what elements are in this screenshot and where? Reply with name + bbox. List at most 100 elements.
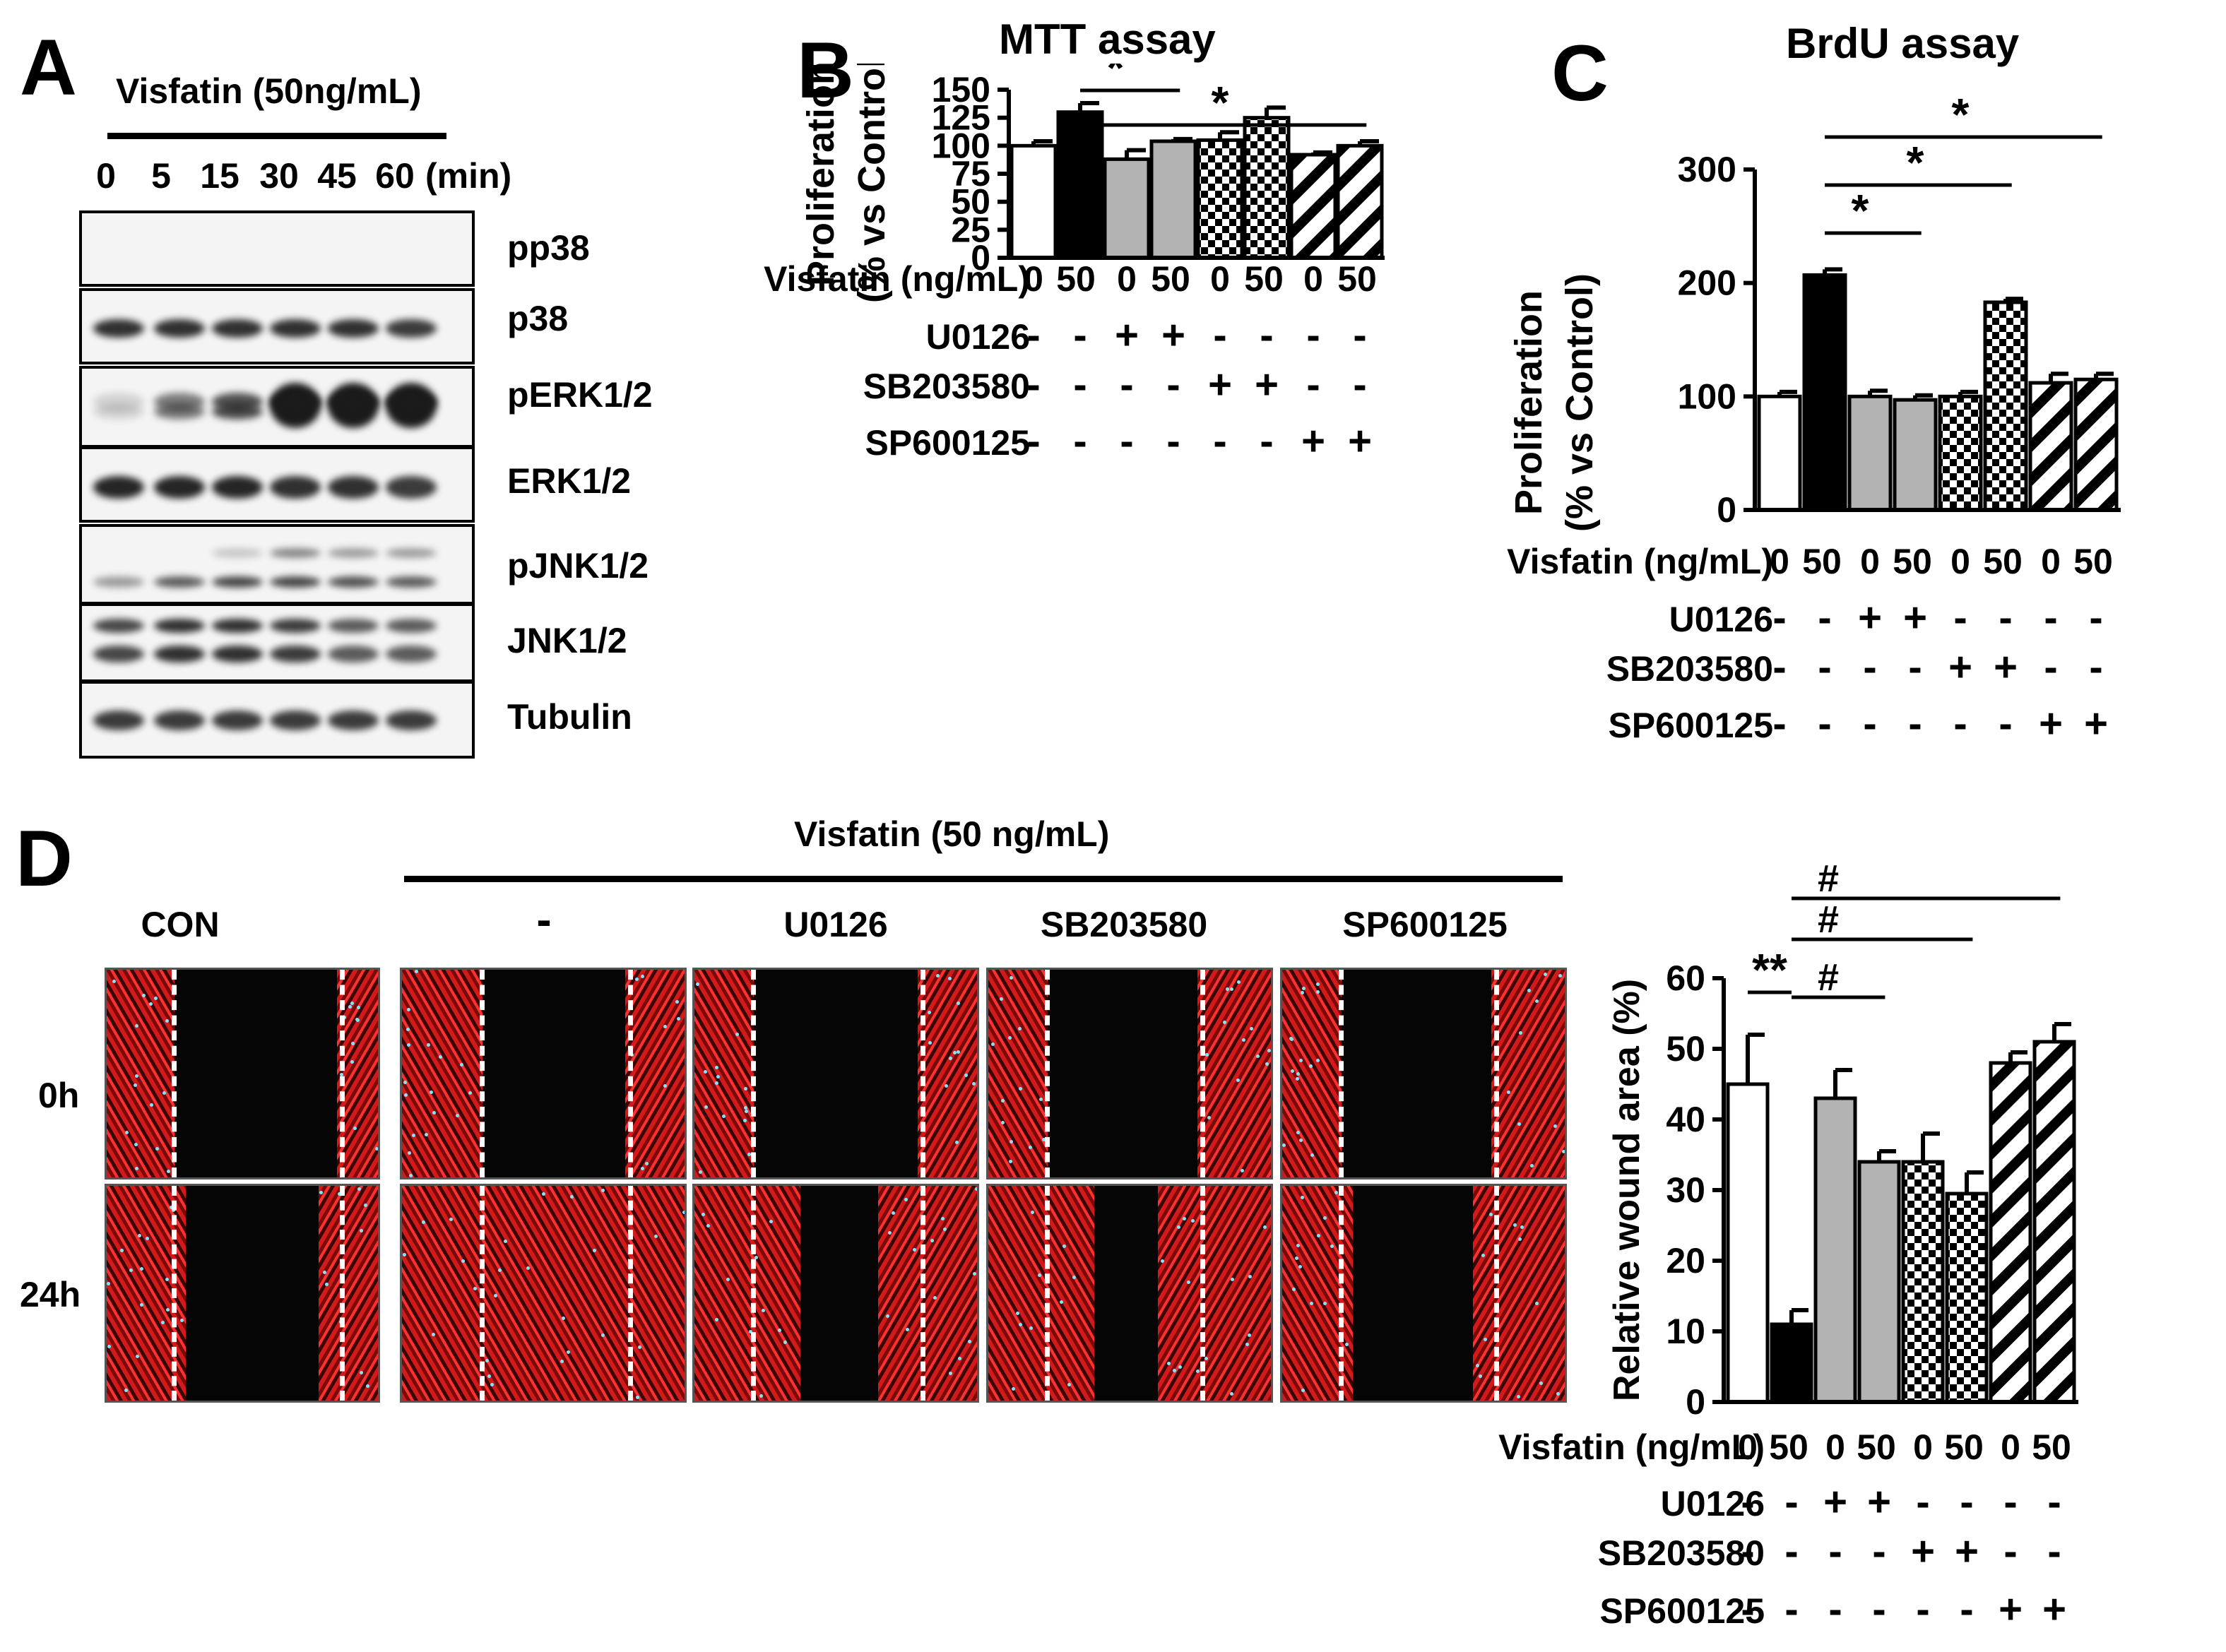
nucleus-dot xyxy=(592,1249,596,1253)
blot-band xyxy=(93,476,144,499)
nucleus-dot xyxy=(1017,1027,1022,1031)
nucleus-dot xyxy=(1241,1168,1245,1172)
bar xyxy=(1989,1061,2032,1404)
nucleus-dot xyxy=(490,1382,494,1386)
nucleus-dot xyxy=(1038,1273,1042,1277)
inhibitor-label: SB203580 xyxy=(1606,649,1773,689)
nucleus-dot xyxy=(360,1228,364,1232)
inhibitor-sign: - xyxy=(1120,418,1133,464)
visfatin-value: 0 xyxy=(1950,542,1970,581)
blot-band xyxy=(386,646,437,662)
nucleus-dot xyxy=(348,1004,353,1009)
wound-edge-line xyxy=(1494,1186,1499,1401)
bar xyxy=(1196,138,1244,260)
blot-band xyxy=(328,576,379,588)
cell-layer xyxy=(1158,1186,1271,1401)
blot-band xyxy=(212,711,263,730)
panel-c-letter: C xyxy=(1551,29,1609,117)
inhibitor-label: SB203580 xyxy=(863,367,1030,406)
inhibitor-sign: + xyxy=(2084,701,2108,747)
y-axis-label: Proliferation xyxy=(800,64,842,286)
blot-band xyxy=(386,476,437,499)
timepoint-label: 5 xyxy=(151,156,171,196)
bar xyxy=(1056,110,1104,260)
nucleus-dot xyxy=(747,1152,752,1156)
nucleus-dot xyxy=(319,1191,324,1195)
nucleus-dot xyxy=(749,1330,753,1334)
nucleus-dot xyxy=(1249,1026,1253,1030)
nucleus-dot xyxy=(1323,1302,1327,1306)
nucleus-dot xyxy=(1038,1097,1043,1101)
column-label-sb203580: SB203580 xyxy=(1040,905,1208,944)
inhibitor-sign: - xyxy=(1073,362,1087,408)
y-axis-label: (% vs Control) xyxy=(851,64,893,303)
nucleus-dot xyxy=(1067,1383,1072,1387)
nucleus-dot xyxy=(1019,1086,1023,1091)
nucleus-dot xyxy=(904,1198,908,1202)
nucleus-dot xyxy=(1167,1362,1171,1366)
y-tick-label: 125 xyxy=(932,98,990,138)
blot-label-p38: p38 xyxy=(507,299,569,338)
blot-band xyxy=(270,576,321,588)
blot-band xyxy=(93,711,144,730)
blot-band xyxy=(328,619,379,633)
blot-band xyxy=(386,619,437,633)
nucleus-dot xyxy=(906,1327,910,1331)
significance-marker: * xyxy=(1907,137,1924,188)
nucleus-dot xyxy=(498,1268,502,1273)
blot-band xyxy=(386,576,437,588)
inhibitor-sign: - xyxy=(1872,1586,1885,1632)
nucleus-dot xyxy=(134,1074,138,1078)
inhibitor-sign: - xyxy=(1166,418,1180,464)
nucleus-dot xyxy=(1062,1244,1067,1249)
y-tick-label: 200 xyxy=(1678,263,1736,303)
nucleus-dot xyxy=(936,974,940,978)
nucleus-dot xyxy=(1190,1219,1195,1223)
nucleus-dot xyxy=(663,1083,667,1088)
visfatin-value: 0 xyxy=(1210,259,1230,299)
nucleus-dot xyxy=(1242,1038,1246,1042)
inhibitor-sign: + xyxy=(1161,312,1185,358)
inhibitor-sign: - xyxy=(1772,701,1786,747)
nucleus-dot xyxy=(407,1008,411,1012)
nucleus-dot xyxy=(744,1106,748,1110)
y-tick-label: 300 xyxy=(1678,150,1736,189)
nucleus-dot xyxy=(350,1059,354,1064)
timepoint-label: 0 xyxy=(96,156,116,196)
nucleus-dot xyxy=(600,1189,605,1193)
nucleus-dot xyxy=(783,1341,787,1345)
panel-d-letter: D xyxy=(16,814,73,903)
nucleus-dot xyxy=(107,1282,110,1286)
nucleus-dot xyxy=(414,970,418,974)
nucleus-dot xyxy=(1295,1256,1299,1261)
nucleus-dot xyxy=(1316,990,1320,994)
inhibitor-sign: - xyxy=(2044,644,2057,690)
nucleus-dot xyxy=(1018,1322,1022,1326)
wound-image xyxy=(1280,1184,1567,1403)
nucleus-dot xyxy=(1225,987,1229,992)
nucleus-dot xyxy=(1236,1078,1240,1082)
blot-label-jnk: JNK1/2 xyxy=(507,621,627,660)
visfatin-value: 50 xyxy=(1802,542,1842,581)
nucleus-dot xyxy=(1527,989,1532,993)
nucleus-dot xyxy=(654,1235,658,1239)
nucleus-dot xyxy=(641,1167,645,1171)
y-tick-label: 60 xyxy=(1666,958,1705,998)
inhibitor-sign: + xyxy=(1994,644,2018,690)
blot-band xyxy=(328,711,379,730)
nucleus-dot xyxy=(638,1345,642,1349)
y-tick-label: 75 xyxy=(951,154,990,194)
nucleus-dot xyxy=(422,1220,426,1224)
inhibitor-sign: - xyxy=(1960,1479,1973,1525)
nucleus-dot xyxy=(139,1302,143,1307)
nucleus-dot xyxy=(641,975,645,979)
nucleus-dot xyxy=(1282,1143,1286,1147)
blot-band xyxy=(212,548,263,558)
inhibitor-sign: + xyxy=(1208,362,1232,408)
row-label-0h: 0h xyxy=(38,1076,80,1115)
y-tick-label: 20 xyxy=(1666,1241,1705,1280)
nucleus-dot xyxy=(885,1314,889,1319)
nucleus-dot xyxy=(715,1081,719,1085)
blot-pjnk xyxy=(79,524,475,605)
